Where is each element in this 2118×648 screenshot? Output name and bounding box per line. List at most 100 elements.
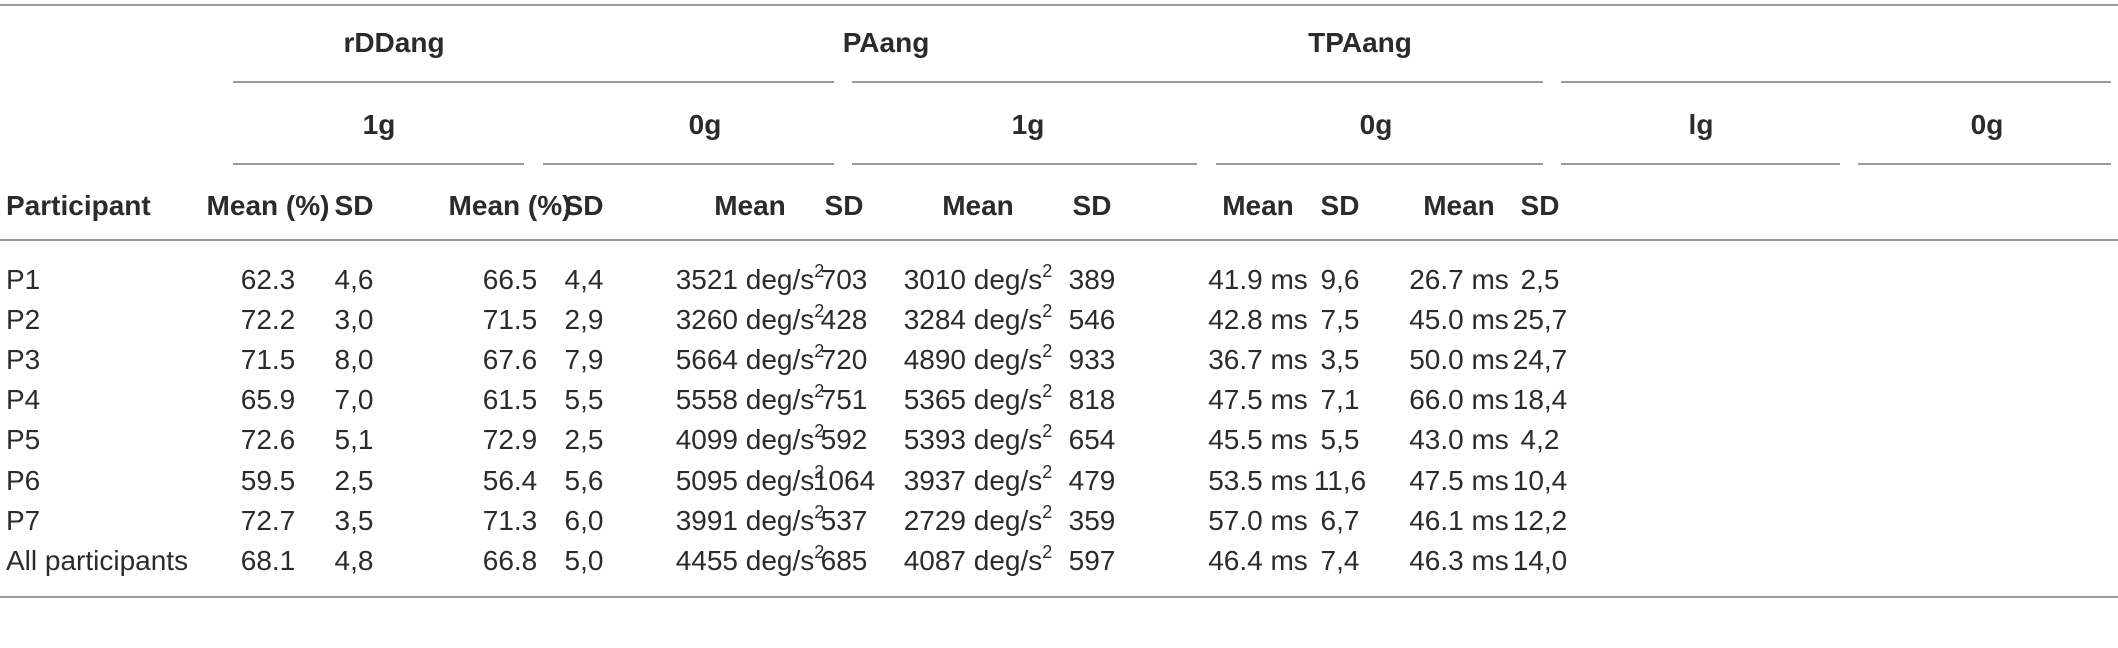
table-cell: 4890 deg/s2: [903, 341, 1053, 375]
table-cell: 41.9 ms: [1208, 264, 1308, 295]
column-header: SD: [1072, 190, 1112, 221]
table-cell: 2729 deg/s2: [903, 502, 1053, 536]
table-cell: 47.5 ms: [1208, 384, 1308, 415]
table-cell: 933: [1068, 344, 1116, 375]
column-header: Mean (%): [448, 190, 572, 221]
table-cell: 5558 deg/s2: [675, 381, 825, 415]
group-rule: [1561, 81, 2111, 83]
table-cell: 12,2: [1512, 505, 1568, 536]
table-cell: 25,7: [1512, 304, 1568, 335]
table-cell: 654: [1068, 424, 1116, 455]
table-cell: 72.2: [240, 304, 296, 335]
table-cell: 36.7 ms: [1208, 344, 1308, 375]
unit-exponent: 2: [814, 502, 825, 522]
table-cell: 2,5: [334, 465, 374, 496]
table-cell: 4,4: [564, 264, 604, 295]
table-cell: 47.5 ms: [1409, 465, 1509, 496]
table-cell: 7,1: [1320, 384, 1360, 415]
table-cell: 359: [1068, 505, 1116, 536]
column-header: SD: [1320, 190, 1360, 221]
participant-header: Participant: [6, 190, 151, 221]
table-cell: 66.5: [482, 264, 538, 295]
table-cell: 10,4: [1512, 465, 1568, 496]
table-cell: 11,6: [1313, 465, 1367, 496]
condition-rule: [1216, 163, 1543, 165]
table-cell: 42.8 ms: [1208, 304, 1308, 335]
table-cell: 685: [820, 545, 868, 576]
table-cell: 703: [820, 264, 868, 295]
table-cell: 818: [1068, 384, 1116, 415]
table-cell: 3521 deg/s2: [675, 261, 825, 295]
column-header: Mean: [714, 190, 786, 221]
participant-cell: P3: [6, 344, 41, 375]
column-header: Mean: [942, 190, 1014, 221]
table-cell: 9,6: [1320, 264, 1360, 295]
table-cell: 546: [1068, 304, 1116, 335]
unit-exponent: 2: [814, 381, 825, 401]
condition-header: 0g: [1970, 109, 2004, 140]
table-cell: 597: [1068, 545, 1116, 576]
table-cell: 45.5 ms: [1208, 424, 1308, 455]
unit-exponent: 2: [1042, 542, 1053, 562]
unit-exponent: 2: [814, 542, 825, 562]
table-cell: 57.0 ms: [1208, 505, 1308, 536]
table-cell: 3284 deg/s2: [903, 301, 1053, 335]
table-cell: 3991 deg/s2: [675, 502, 825, 536]
table-cell: 4,2: [1520, 424, 1560, 455]
table-cell: 65.9: [240, 384, 296, 415]
table-cell: 3,5: [334, 505, 374, 536]
table-cell: 43.0 ms: [1409, 424, 1509, 455]
table-cell: 7,9: [564, 344, 604, 375]
unit-exponent: 2: [1042, 381, 1053, 401]
table-cell: 62.3: [240, 264, 296, 295]
table-cell: 3,0: [334, 304, 374, 335]
table-cell: 46.1 ms: [1409, 505, 1509, 536]
table-cell: 7,4: [1320, 545, 1360, 576]
table-cell: 68.1: [240, 545, 296, 576]
table-cell: 751: [820, 384, 868, 415]
table-cell: 2,5: [564, 424, 604, 455]
participant-cell: P6: [6, 465, 41, 496]
table-cell: 5393 deg/s2: [903, 421, 1053, 455]
table-cell: 592: [820, 424, 868, 455]
table-cell: 67.6: [482, 344, 538, 375]
table-cell: 50.0 ms: [1409, 344, 1509, 375]
unit-exponent: 2: [814, 462, 825, 482]
table-cell: 537: [820, 505, 868, 536]
unit-exponent: 2: [1042, 462, 1053, 482]
table-cell: 4099 deg/s2: [675, 421, 825, 455]
table-cell: 3,5: [1320, 344, 1360, 375]
condition-rule: [852, 163, 1197, 165]
group-header: TPAang: [1308, 27, 1412, 58]
table-cell: 14,0: [1512, 545, 1568, 576]
unit-exponent: 2: [814, 341, 825, 361]
table-cell: 4,6: [334, 264, 374, 295]
condition-header: 0g: [688, 109, 722, 140]
table-cell: 1064: [812, 465, 876, 496]
table-cell: 5,5: [564, 384, 604, 415]
unit-exponent: 2: [1042, 261, 1053, 281]
top-rule: [0, 4, 2118, 6]
table-cell: 53.5 ms: [1208, 465, 1308, 496]
table-cell: 2,5: [1520, 264, 1560, 295]
table-cell: 45.0 ms: [1409, 304, 1509, 335]
table-cell: 389: [1068, 264, 1116, 295]
condition-rule: [543, 163, 834, 165]
table-cell: 7,5: [1320, 304, 1360, 335]
participant-cell: P4: [6, 384, 41, 415]
table-cell: 3937 deg/s2: [903, 462, 1053, 496]
participant-cell: All participants: [6, 545, 189, 576]
table-cell: 71.5: [240, 344, 296, 375]
group-rule: [852, 81, 1543, 83]
condition-rule: [233, 163, 524, 165]
table-cell: 6,0: [564, 505, 604, 536]
condition-header: 0g: [1359, 109, 1393, 140]
table-cell: 3010 deg/s2: [903, 261, 1053, 295]
unit-exponent: 2: [1042, 301, 1053, 321]
table-cell: 5,6: [564, 465, 604, 496]
table-cell: 479: [1068, 465, 1116, 496]
condition-header: lg: [1688, 109, 1714, 140]
condition-rule: [1561, 163, 1840, 165]
table-cell: 46.4 ms: [1208, 545, 1308, 576]
table-cell: 3260 deg/s2: [675, 301, 825, 335]
